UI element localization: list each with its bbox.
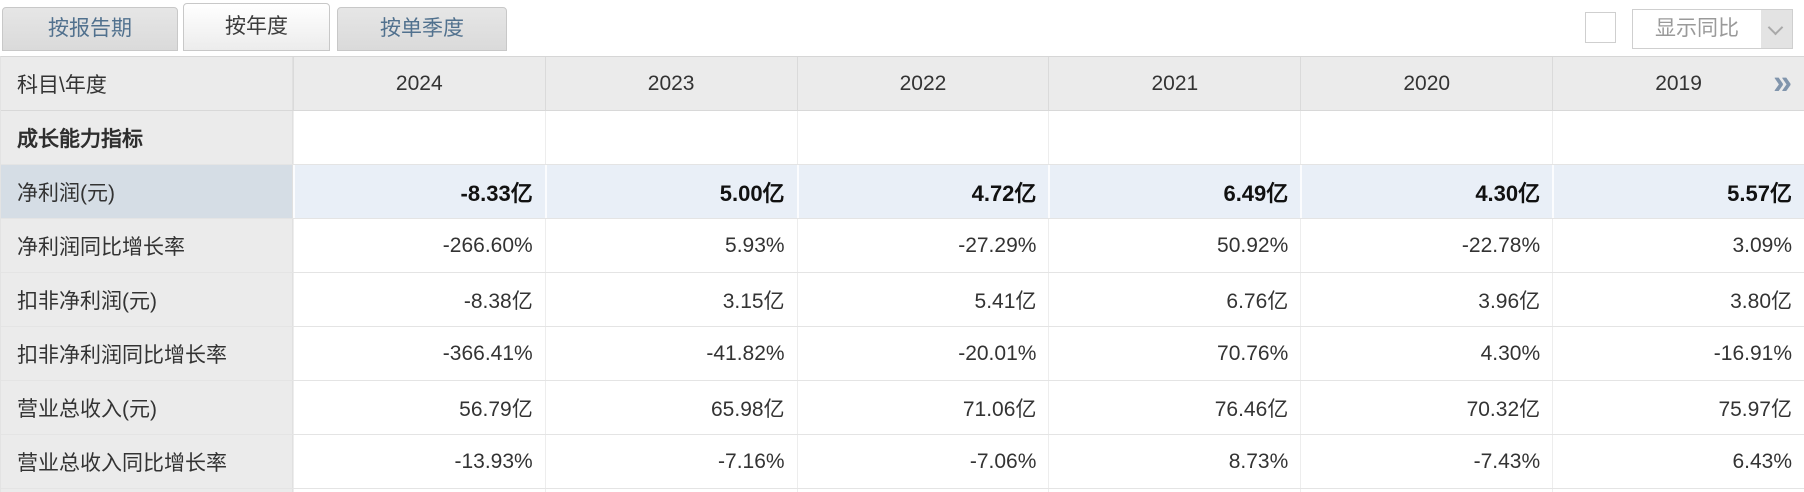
row-label-non-gaap-net-profit-yoy[interactable]: 扣非净利润同比增长率 [1,327,293,380]
value-cell: 6.43% [1552,435,1804,488]
value-cell: -7.06% [796,435,1049,488]
value-cell: 65.98亿 [544,381,797,434]
section-header-growth-indicators[interactable]: 成长能力指标 [1,111,293,164]
year-header-2023: 2023 [544,57,797,110]
value-cell: 70.76% [1048,327,1301,380]
value-cell: -41.82% [544,327,797,380]
value-cell [796,489,1049,492]
value-cell [1300,111,1553,164]
year-header-2022: 2022 [796,57,1049,110]
value-cell: -27.29% [796,219,1049,272]
table-row: 营业总收入(元) 56.79亿 65.98亿 71.06亿 76.46亿 70.… [1,381,1804,435]
value-cell: -366.41% [292,327,545,380]
row-label-net-profit-yoy[interactable]: 净利润同比增长率 [1,219,293,272]
table-row: 成长能力指标 [1,111,1804,165]
row-label-total-revenue-yoy[interactable]: 营业总收入同比增长率 [1,435,293,488]
value-cell: 75.97亿 [1552,381,1804,434]
value-cell: -8.33亿 [292,165,545,218]
year-header-2019: 2019 » [1552,57,1804,110]
period-tab-bar: 按报告期 按年度 按单季度 显示同比 [0,0,1804,56]
table-row: 扣非净利润同比增长率 -366.41% -41.82% -20.01% 70.7… [1,327,1804,381]
table-row: 扣非净利润(元) -8.38亿 3.15亿 5.41亿 6.76亿 3.96亿 … [1,273,1804,327]
show-yoy-checkbox[interactable] [1585,12,1616,43]
row-label-total-revenue[interactable]: 营业总收入(元) [1,381,293,434]
value-cell: -20.01% [796,327,1049,380]
value-cell: 5.00亿 [544,165,797,218]
value-cell: -7.43% [1300,435,1553,488]
table-row-highlighted: 净利润(元) -8.33亿 5.00亿 4.72亿 6.49亿 4.30亿 5.… [1,165,1804,219]
value-cell: 6.76亿 [1048,273,1301,326]
value-cell [1048,489,1301,492]
year-header-2020: 2020 [1300,57,1553,110]
value-cell: 5.41亿 [796,273,1049,326]
value-cell [544,111,797,164]
value-cell: 76.46亿 [1048,381,1301,434]
value-cell: 71.06亿 [796,381,1049,434]
value-cell [796,111,1049,164]
value-cell [1300,489,1553,492]
tab-by-quarter[interactable]: 按单季度 [337,7,507,51]
value-cell: -7.16% [544,435,797,488]
corner-header: 科目\年度 [1,57,293,110]
value-cell [1552,111,1804,164]
row-label-net-profit[interactable]: 净利润(元) [1,165,293,218]
row-label-non-gaap-net-profit[interactable]: 扣非净利润(元) [1,273,293,326]
value-cell: -266.60% [292,219,545,272]
table-row: 净利润同比增长率 -266.60% 5.93% -27.29% 50.92% -… [1,219,1804,273]
value-cell: 3.15亿 [544,273,797,326]
value-cell: 6.49亿 [1048,165,1301,218]
value-cell [544,489,797,492]
value-cell: 3.80亿 [1552,273,1804,326]
year-header-2021: 2021 [1048,57,1301,110]
more-years-icon[interactable]: » [1773,63,1792,102]
value-cell: 56.79亿 [292,381,545,434]
value-cell: -22.78% [1300,219,1553,272]
year-header-2019-label: 2019 [1655,71,1702,95]
value-cell: -16.91% [1552,327,1804,380]
value-cell [292,489,545,492]
value-cell: 3.96亿 [1300,273,1553,326]
value-cell: -8.38亿 [292,273,545,326]
value-cell: 4.30亿 [1300,165,1553,218]
year-header-2024: 2024 [292,57,545,110]
table-header-row: 科目\年度 2024 2023 2022 2021 2020 2019 » [1,57,1804,111]
table-row: 营业总收入同比增长率 -13.93% -7.16% -7.06% 8.73% -… [1,435,1804,489]
value-cell: 8.73% [1048,435,1301,488]
show-yoy-dropdown-label: 显示同比 [1655,17,1739,40]
tab-by-year[interactable]: 按年度 [183,3,330,51]
value-cell: 5.57亿 [1552,165,1804,218]
value-cell: 50.92% [1048,219,1301,272]
row-label-empty [1,489,293,492]
value-cell [292,111,545,164]
value-cell [1552,489,1804,492]
value-cell: 70.32亿 [1300,381,1553,434]
table-row-partial [1,489,1804,492]
show-yoy-dropdown[interactable]: 显示同比 [1632,9,1793,49]
value-cell: 4.72亿 [796,165,1049,218]
value-cell: 3.09% [1552,219,1804,272]
value-cell: 5.93% [544,219,797,272]
value-cell: -13.93% [292,435,545,488]
tab-by-report-period[interactable]: 按报告期 [2,7,178,51]
chevron-down-icon [1761,10,1792,48]
value-cell: 4.30% [1300,327,1553,380]
value-cell [1048,111,1301,164]
financial-table: 科目\年度 2024 2023 2022 2021 2020 2019 » 成长… [0,56,1804,492]
